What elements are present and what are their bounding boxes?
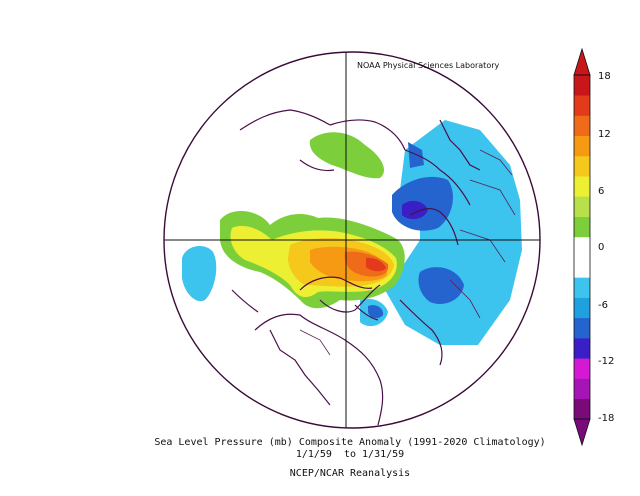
negative-anomaly-atlantic-core (368, 305, 384, 319)
negative-anomaly-siberia-center (402, 200, 428, 220)
colorbar-segments (574, 75, 590, 420)
colorbar-segment (574, 75, 590, 96)
positive-anomaly-green-north (309, 132, 385, 179)
colorbar-frame (573, 74, 591, 420)
colorbar-segment (574, 257, 590, 278)
colorbar-segment (574, 358, 590, 379)
positive-anomaly-max (366, 257, 386, 272)
colorbar-segment (574, 95, 590, 116)
colorbar-label: 6 (598, 186, 605, 197)
colorbar-segment (574, 398, 590, 420)
caption-title: Sea Level Pressure (mb) Composite Anomal… (154, 437, 546, 448)
colorbar-segment (574, 236, 590, 258)
colorbar-label: 12 (598, 129, 611, 140)
map-boundary (163, 51, 541, 429)
caption-source: NCEP/NCAR Reanalysis (289, 468, 411, 479)
negative-anomaly-europe-core (418, 267, 464, 305)
anomaly-fields (182, 120, 522, 345)
colorbar-segment (574, 176, 590, 197)
caption-date-range: 1/1/59 to 1/31/59 (295, 449, 405, 460)
polar-map (163, 51, 541, 429)
colorbar-label: -18 (598, 413, 615, 424)
colorbar (573, 47, 591, 447)
colorbar-segment (574, 317, 590, 339)
colorbar-label: -12 (598, 356, 615, 367)
colorbar-segment (574, 196, 590, 217)
colorbar-label: 0 (598, 242, 605, 253)
coastlines (231, 109, 481, 426)
colorbar-segment (574, 155, 590, 177)
colorbar-segment (574, 277, 590, 298)
credit-label: NOAA Physical Sciences Laboratory (357, 61, 500, 70)
colorbar-segment (574, 135, 590, 157)
colorbar-segment (574, 115, 590, 137)
colorbar-segment (574, 216, 590, 238)
colorbar-segment (574, 297, 590, 319)
colorbar-top-triangle (573, 47, 591, 76)
negative-anomaly-pacific (182, 246, 217, 302)
colorbar-label: 18 (598, 71, 611, 82)
colorbar-segment (574, 338, 590, 359)
colorbar-segment (574, 378, 590, 400)
colorbar-label: -6 (598, 300, 608, 311)
negative-anomaly-siberia (385, 120, 522, 345)
